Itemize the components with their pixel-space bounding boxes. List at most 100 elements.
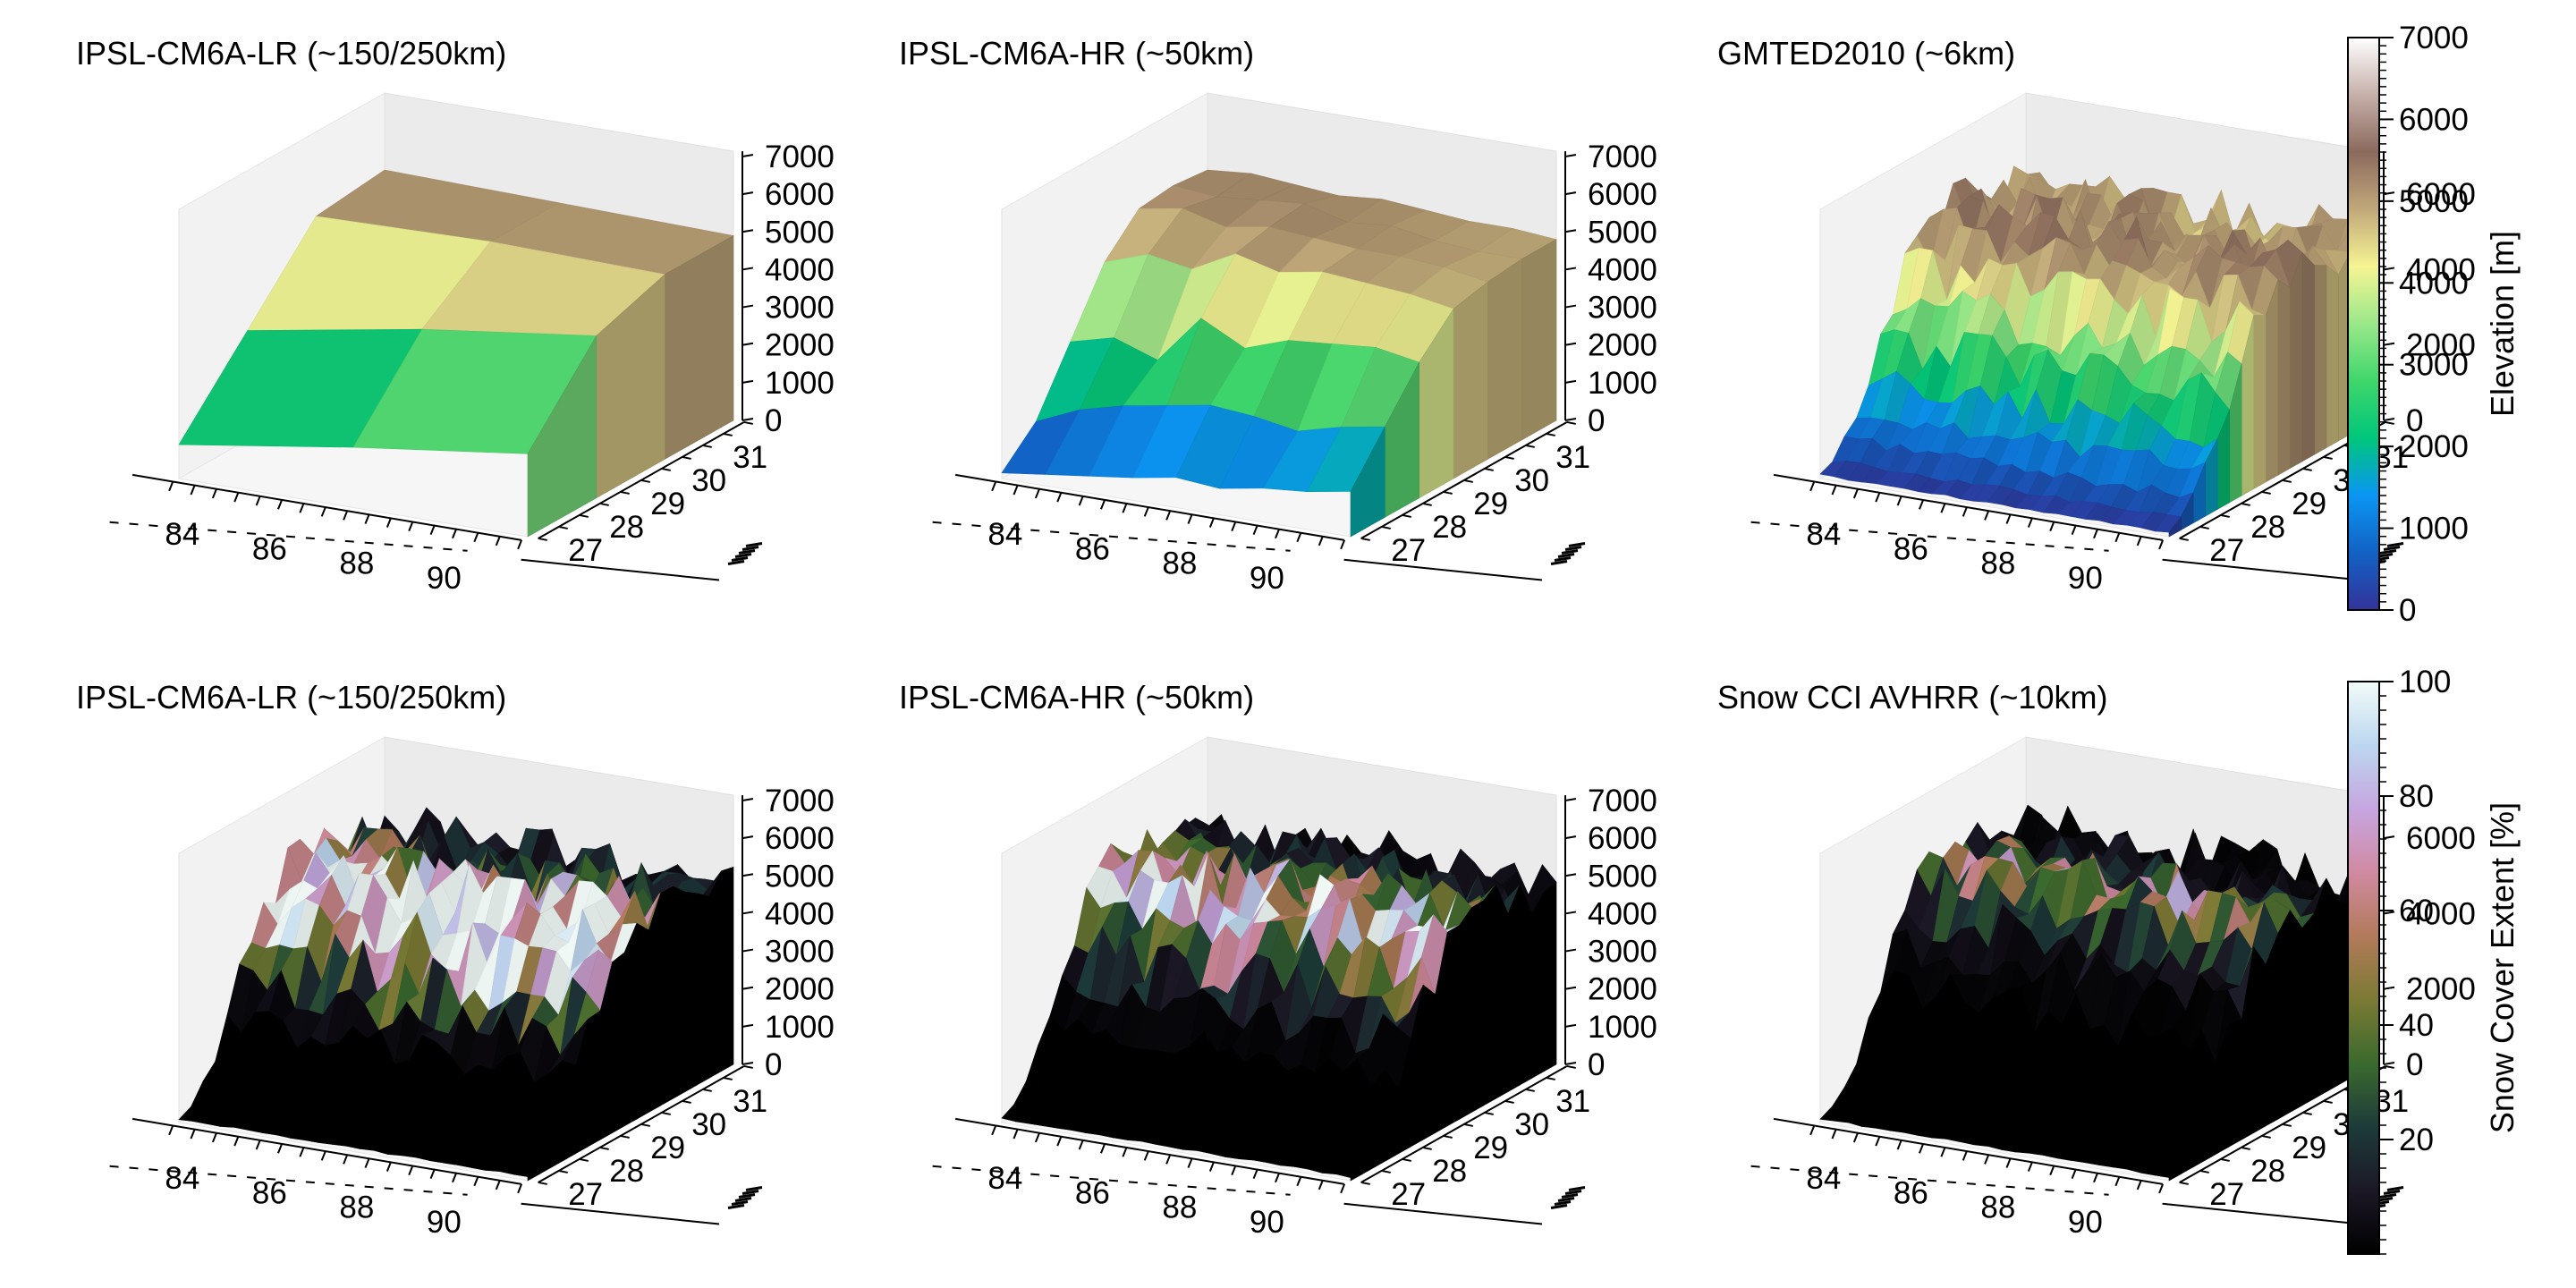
- x-tick-mark: [1875, 1136, 1881, 1147]
- x-tick-mark: [299, 1147, 305, 1157]
- z-tick-label: 0: [765, 403, 782, 438]
- x-axis-line: [131, 1117, 522, 1185]
- z-tick-label: 6000: [1588, 821, 1657, 856]
- x-tick-mark: [1962, 506, 1968, 517]
- x-tick-mark: [1919, 499, 1924, 510]
- x-tick-mark: [2005, 1158, 2012, 1168]
- colorbar-tick-label: 4000: [2399, 266, 2469, 301]
- x-tick-mark: [211, 488, 217, 499]
- x-tick-mark: [1231, 521, 1237, 531]
- x-axis-label-glyph: [109, 1165, 468, 1196]
- panel-3: GMTED2010 (~6km)848688902728293031020004…: [1717, 35, 2476, 596]
- z-tick-label: 0: [1588, 1047, 1605, 1082]
- colorbar-tick-label: 3000: [2399, 348, 2469, 383]
- axis-label-glyph: [734, 1197, 752, 1202]
- z-tick-label: 3000: [765, 935, 835, 970]
- x-axis-line: [1773, 473, 2164, 541]
- x-tick-mark: [1078, 1140, 1084, 1150]
- colorbar-2: 20 40 60 80 100 Snow Cover Extent [%]: [2347, 665, 2521, 1255]
- y-tick-mark: [702, 444, 712, 448]
- z-tick-label: 6000: [2406, 821, 2476, 856]
- x-tick-mark: [1252, 525, 1258, 536]
- surface-side: [612, 952, 625, 1134]
- z-tick-label: 5000: [765, 215, 835, 250]
- y-tick-mark: [579, 1157, 589, 1162]
- z-tick-label: 5000: [765, 859, 835, 894]
- y-tick-mark: [743, 420, 753, 425]
- y-tick-mark: [2261, 490, 2271, 495]
- y-tick-label: 31: [733, 440, 767, 475]
- z-tick-label: 4000: [2406, 896, 2476, 931]
- x-tick-mark: [408, 1165, 414, 1175]
- x-tick-mark: [1231, 1165, 1237, 1175]
- y-axis-line: [1360, 421, 1568, 539]
- x-tick-mark: [1056, 1136, 1063, 1147]
- y-axis-label-glyph: [1343, 558, 1543, 581]
- y-axis-label-glyph: [2162, 1202, 2361, 1225]
- z-tick-mark: [741, 342, 754, 346]
- y-tick-mark: [2302, 467, 2312, 471]
- x-tick-mark: [1852, 1132, 1859, 1143]
- x-tick-mark: [495, 536, 501, 547]
- surface-side: [1350, 427, 1385, 538]
- y-tick-mark: [2385, 1064, 2394, 1069]
- z-tick-mark: [2383, 835, 2395, 840]
- surface-side: [623, 923, 638, 1127]
- axis-label-glyph: [1568, 542, 1586, 547]
- x-tick-mark: [343, 1155, 349, 1165]
- axis-label-glyph: [738, 1193, 756, 1199]
- axis-label-glyph: [731, 1200, 749, 1206]
- surface-side: [2253, 945, 2267, 1134]
- y-tick-mark: [1402, 513, 1411, 518]
- axis-label-glyph: [731, 556, 749, 562]
- colorbar-tick-label: 80: [2399, 779, 2434, 814]
- x-tick-mark: [1165, 511, 1172, 521]
- axis-label-glyph: [1564, 1190, 1582, 1195]
- x-tick-mark: [277, 1143, 283, 1154]
- y-tick-label: 30: [1514, 463, 1549, 498]
- x-tick-mark: [1340, 539, 1346, 550]
- x-tick-mark: [2158, 539, 2165, 550]
- surface-side: [660, 886, 674, 1106]
- z-tick-mark: [741, 304, 754, 309]
- z-tick-label: 0: [1588, 403, 1605, 438]
- y-axis-line: [1360, 1065, 1568, 1183]
- x-tick-label: 88: [1980, 547, 2015, 581]
- y-tick-mark: [1463, 1123, 1473, 1127]
- z-tick-mark: [2383, 1062, 2395, 1065]
- axis-label-glyph: [745, 542, 763, 547]
- y-tick-label: 28: [2250, 1154, 2285, 1189]
- y-tick-mark: [620, 1134, 630, 1139]
- surface-side: [1487, 258, 1523, 460]
- axis-label-glyph: [741, 546, 759, 551]
- x-tick-label: 90: [2068, 1205, 2103, 1240]
- surface-side: [2277, 279, 2291, 476]
- y-tick-mark: [682, 1099, 691, 1104]
- x-tick-mark: [1100, 1143, 1106, 1154]
- x-tick-mark: [991, 1125, 997, 1136]
- panel-5: IPSL-CM6A-HR (~50km)84 86 88 90272829303101…: [899, 679, 1657, 1240]
- y-tick-mark: [2241, 1146, 2250, 1150]
- z-tick-mark: [741, 191, 754, 196]
- panel-title: IPSL-CM6A-LR (~150/250km): [76, 35, 506, 72]
- colorbar-label: Snow Cover Extent [%]: [2484, 802, 2521, 1133]
- z-tick-label: 2000: [2406, 972, 2476, 1007]
- x-tick-mark: [1275, 1173, 1280, 1183]
- y-tick-label: 28: [1432, 1154, 1467, 1189]
- x-tick-mark: [386, 518, 392, 528]
- z-tick-label: 6000: [765, 821, 835, 856]
- x-tick-label: 84: [1806, 1161, 1841, 1196]
- z-tick-mark: [741, 911, 754, 915]
- x-tick-label: 86: [1075, 531, 1110, 566]
- axis-label-glyph: [741, 1190, 759, 1195]
- y-axis-label-glyph: [521, 1202, 720, 1225]
- z-tick-mark: [741, 1023, 754, 1028]
- y-tick-mark: [2323, 1099, 2333, 1104]
- x-tick-mark: [1078, 496, 1084, 506]
- x-tick-mark: [277, 499, 283, 510]
- z-tick-label: 5000: [1588, 215, 1657, 250]
- z-tick-mark: [741, 154, 754, 157]
- x-axis-label-glyph: [932, 521, 1291, 552]
- y-tick-label: 28: [1432, 510, 1467, 545]
